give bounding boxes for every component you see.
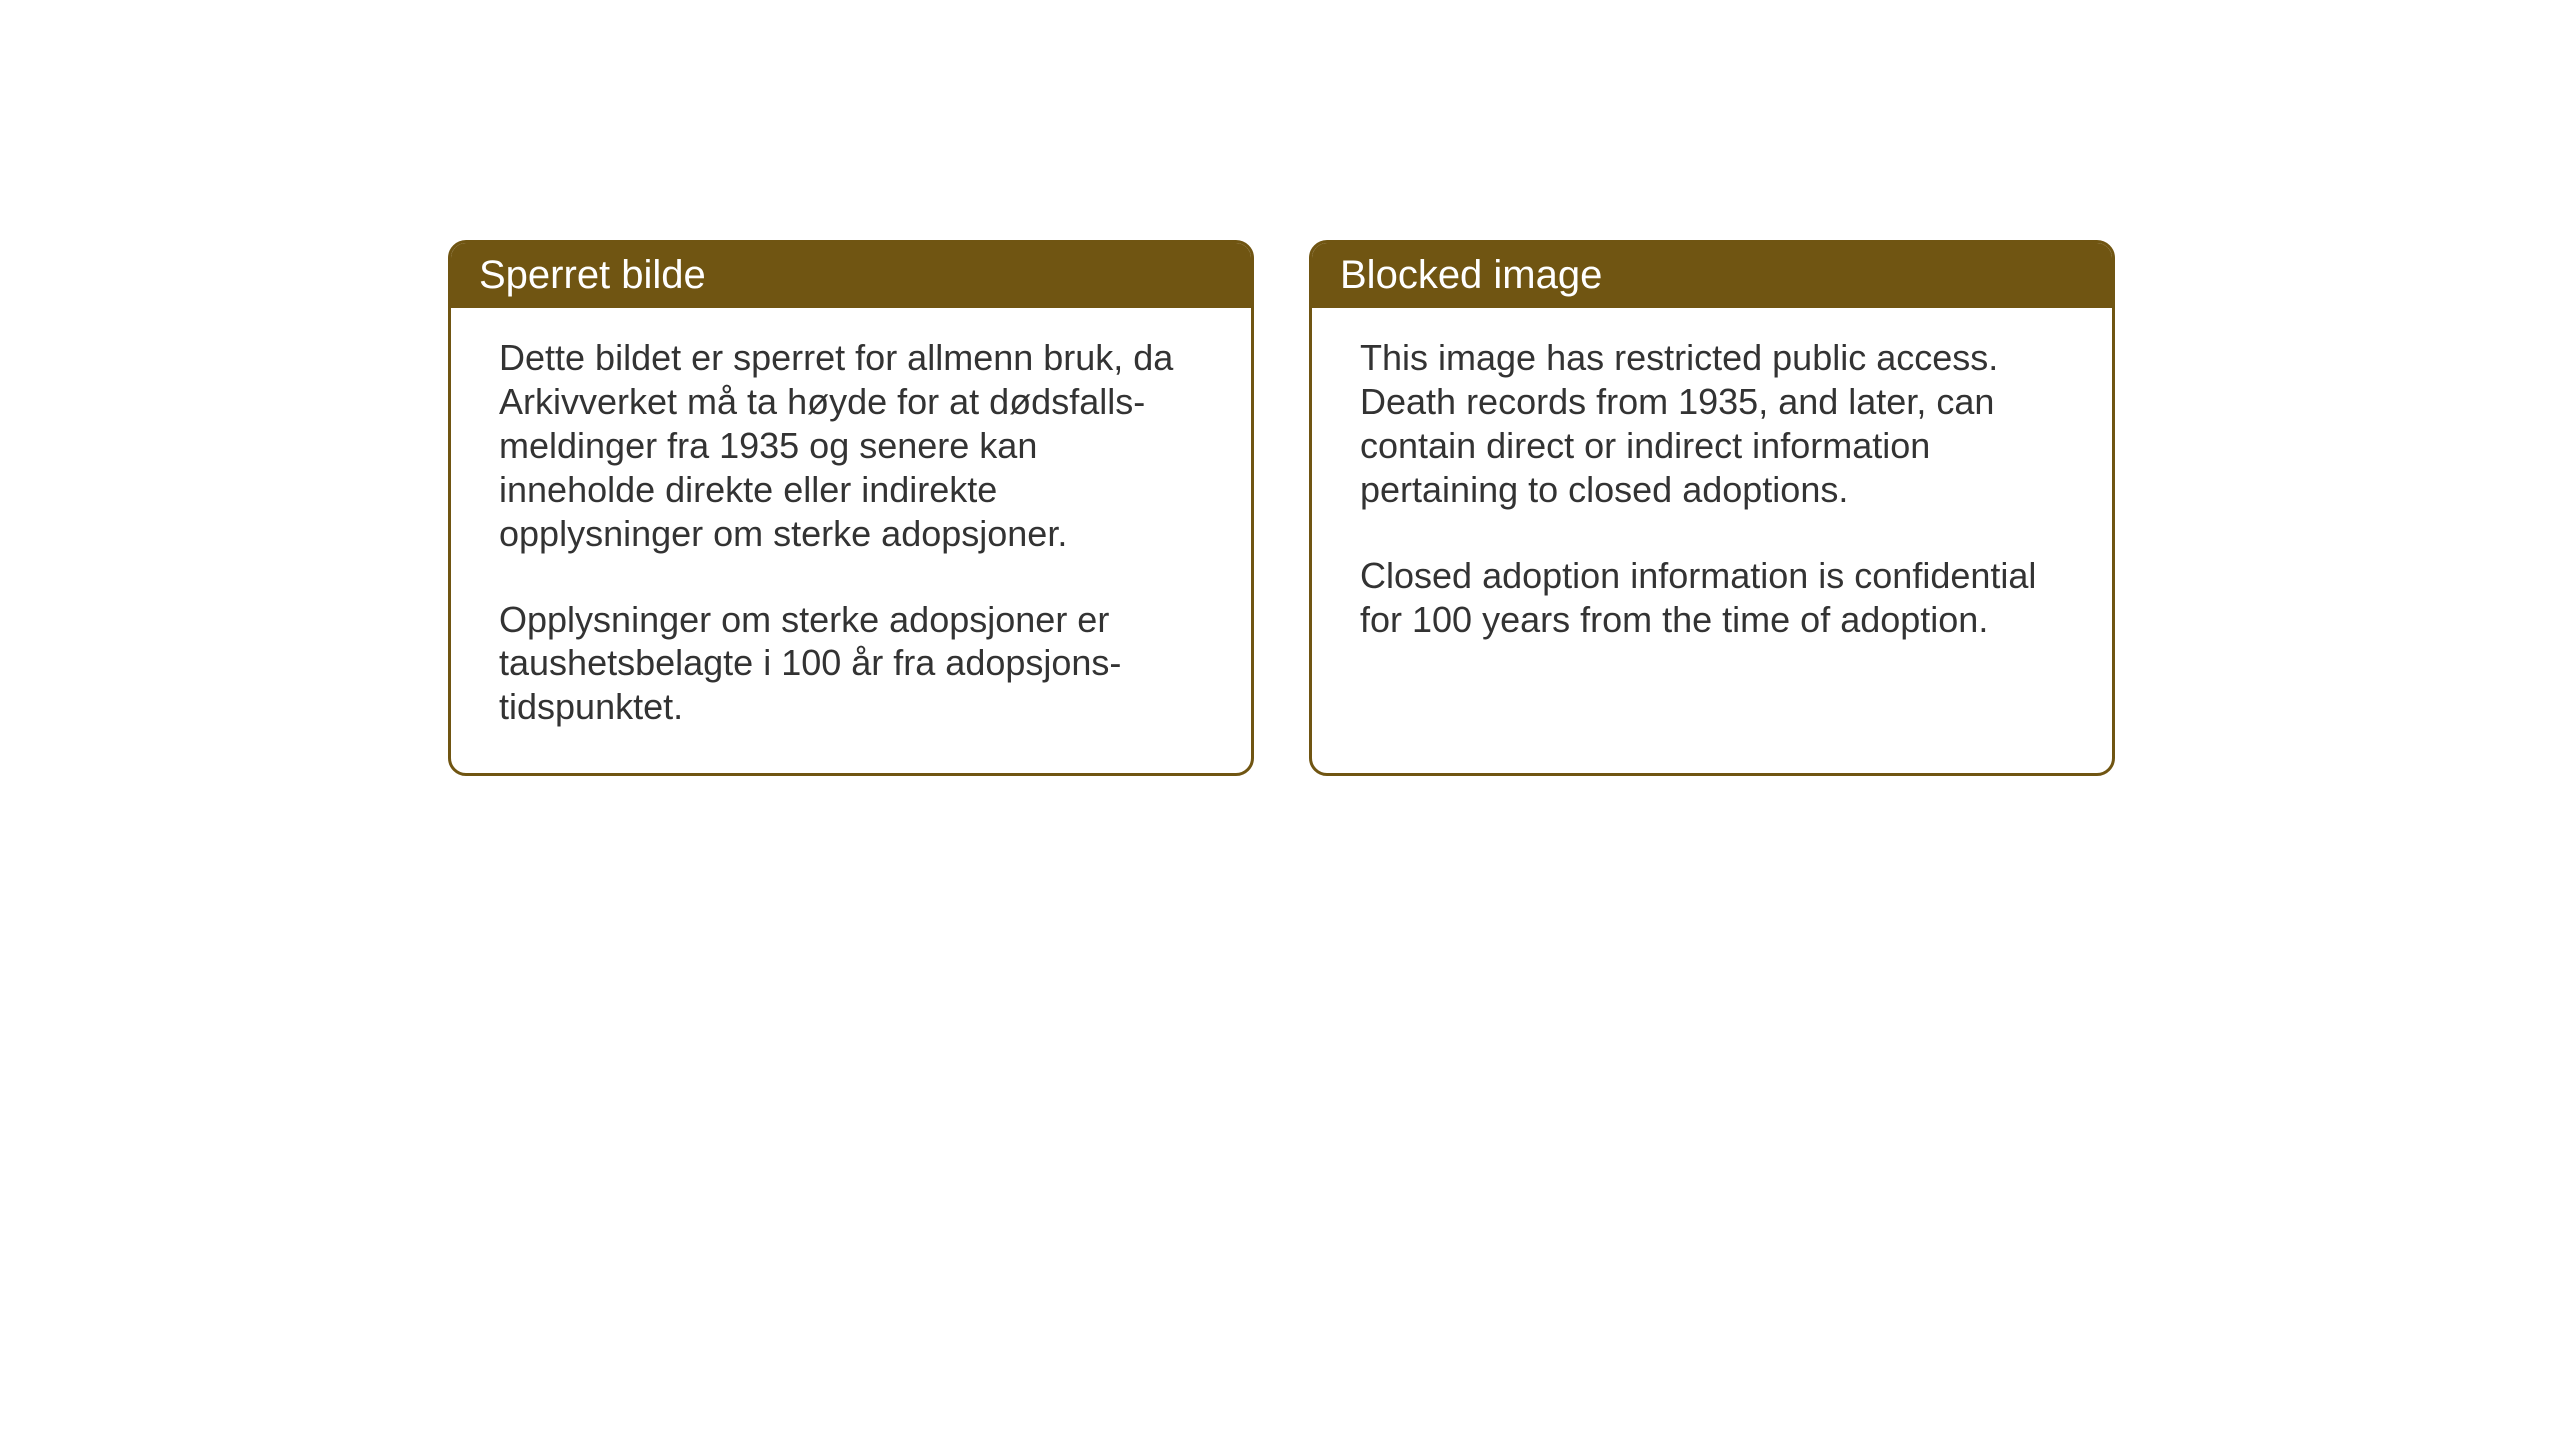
card-header-norwegian: Sperret bilde — [451, 243, 1251, 308]
card-paragraph: Closed adoption information is confident… — [1360, 554, 2064, 642]
card-body-norwegian: Dette bildet er sperret for allmenn bruk… — [451, 308, 1251, 773]
card-paragraph: Dette bildet er sperret for allmenn bruk… — [499, 336, 1203, 556]
notice-cards-container: Sperret bilde Dette bildet er sperret fo… — [448, 240, 2560, 776]
notice-card-norwegian: Sperret bilde Dette bildet er sperret fo… — [448, 240, 1254, 776]
card-title: Blocked image — [1340, 253, 1602, 297]
card-title: Sperret bilde — [479, 253, 706, 297]
card-header-english: Blocked image — [1312, 243, 2112, 308]
card-paragraph: Opplysninger om sterke adopsjoner er tau… — [499, 598, 1203, 730]
card-body-english: This image has restricted public access.… — [1312, 308, 2112, 685]
card-paragraph: This image has restricted public access.… — [1360, 336, 2064, 512]
notice-card-english: Blocked image This image has restricted … — [1309, 240, 2115, 776]
